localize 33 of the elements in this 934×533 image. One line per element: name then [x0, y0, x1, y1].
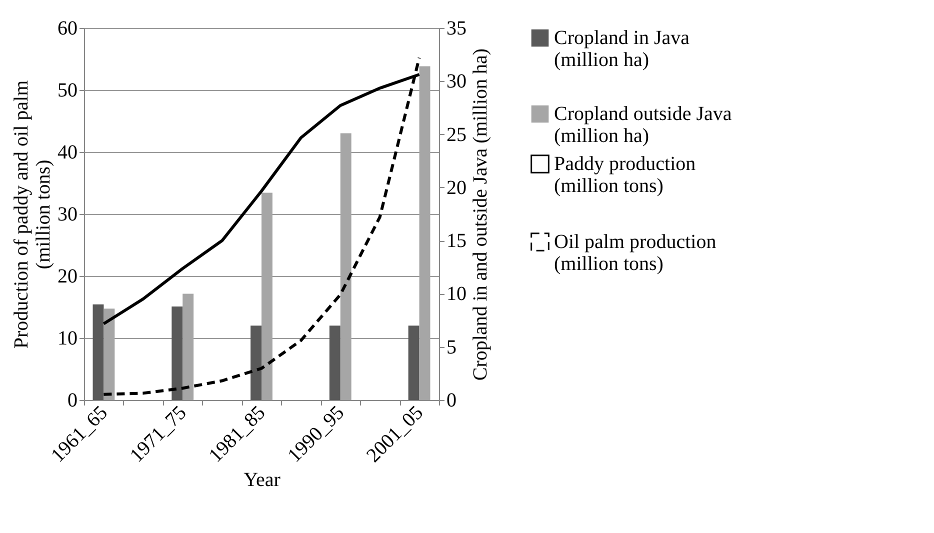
- y2-tick-label: 10: [446, 283, 466, 306]
- bar: [92, 304, 104, 400]
- y2-tick-label: 5: [446, 336, 456, 358]
- legend-label: Oil palm production (million tons): [554, 231, 716, 275]
- bar: [250, 326, 262, 400]
- y-tick-label: 60: [58, 18, 78, 40]
- y-tick-label: 50: [58, 80, 78, 102]
- bar: [104, 308, 115, 400]
- bar: [172, 306, 183, 400]
- y-axis-title: Production of paddy and oil palm (million tons): [10, 80, 54, 349]
- legend-label: Paddy production (million tons): [554, 153, 696, 197]
- bar: [262, 192, 272, 400]
- y-tick-label: 40: [58, 142, 78, 164]
- y2-tick-label: 0: [446, 390, 456, 412]
- bar: [408, 326, 420, 400]
- bar: [340, 133, 352, 400]
- y2-tick-label: 35: [446, 18, 466, 40]
- y2-tick-label: 15: [446, 230, 466, 252]
- bar: [329, 326, 340, 400]
- bar: [419, 66, 430, 400]
- y2-tick-label: 20: [446, 176, 466, 199]
- y-tick-label: 30: [58, 204, 78, 226]
- y-tick-label: 0: [68, 390, 78, 412]
- legend-label: Cropland outside Java (million ha): [554, 103, 732, 147]
- bar: [182, 294, 194, 400]
- line-series: [102, 56, 421, 396]
- x-axis-title: Year: [244, 469, 281, 492]
- y2-tick-label: 30: [446, 70, 466, 93]
- y2-axis-title: Cropland in and outside Java (million ha): [470, 48, 492, 381]
- y-tick-label: 20: [58, 266, 78, 288]
- legend-label: Cropland in Java (million ha): [554, 27, 690, 71]
- y2-tick-label: 25: [446, 124, 466, 146]
- y-tick-label: 10: [58, 328, 78, 350]
